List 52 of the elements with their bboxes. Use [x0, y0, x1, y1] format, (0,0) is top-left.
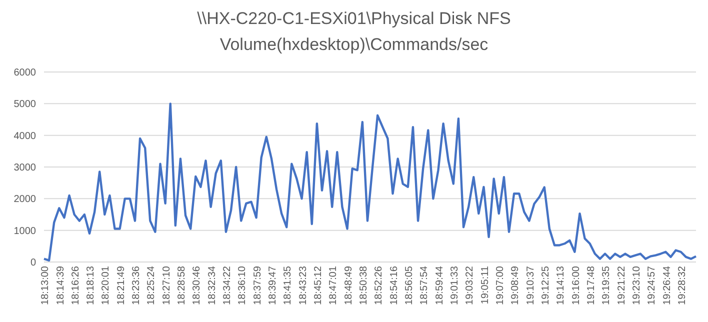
x-tick-label: 18:13:00 [40, 266, 52, 305]
x-tick-label: 19:17:48 [586, 266, 597, 305]
x-tick-label: 18:36:10 [237, 266, 248, 305]
x-tick-label: 19:21:22 [616, 266, 628, 305]
x-tick-label: 19:26:44 [662, 266, 673, 305]
y-tick-label: 6000 [14, 68, 36, 79]
x-tick-label: 19:19:35 [601, 266, 612, 305]
y-tick-label: 1000 [14, 226, 36, 237]
x-tick-label: 18:59:44 [434, 266, 446, 305]
x-tick-label: 18:43:23 [298, 266, 309, 305]
x-tick-label: 18:16:26 [70, 266, 82, 305]
x-tick-label: 18:34:22 [222, 266, 234, 305]
y-tick-label: 0 [30, 258, 36, 269]
x-tick-label: 18:56:05 [404, 266, 416, 305]
x-tick-label: 19:10:37 [525, 266, 536, 305]
x-tick-label: 19:28:32 [676, 266, 688, 305]
x-tick-label: 18:21:49 [116, 266, 127, 305]
x-tick-label: 18:18:13 [86, 266, 97, 305]
x-tick-label: 19:08:49 [510, 266, 522, 305]
x-tick-label: 18:48:49 [343, 266, 354, 305]
x-tick-label: 18:27:10 [161, 266, 172, 305]
x-tick-label: 18:52:26 [374, 266, 385, 305]
x-tick-label: 19:23:10 [631, 266, 642, 305]
x-tick-label: 19:16:00 [570, 266, 582, 305]
x-tick-label: 19:24:57 [646, 266, 658, 305]
chart-title: \\HX-C220-C1-ESXi01\Physical Disk NFS Volume(hxdesktop)\Commands/sec [196, 8, 512, 56]
x-tick-label: 19:01:33 [449, 266, 460, 305]
x-tick-label: 18:32:34 [206, 266, 218, 305]
x-tick-label: 18:54:16 [388, 266, 400, 305]
x-tick-label: 18:25:24 [146, 266, 158, 305]
x-tick-label: 18:23:36 [131, 266, 142, 305]
line-series [42, 102, 698, 262]
x-tick-label: 18:47:01 [328, 266, 340, 305]
x-tick-label: 19:05:11 [480, 266, 491, 304]
y-tick-label: 5000 [14, 99, 36, 110]
x-tick-label: 18:45:12 [313, 266, 324, 305]
x-tick-label: 18:20:01 [100, 266, 112, 305]
x-tick-label: 18:30:46 [192, 266, 203, 305]
x-tick-label: 18:41:35 [282, 266, 294, 305]
y-tick-label: 3000 [14, 162, 36, 174]
x-tick-label: 18:28:58 [176, 266, 188, 305]
x-tick-label: 18:39:47 [268, 266, 279, 305]
x-tick-label: 18:57:54 [419, 266, 430, 305]
x-tick-label: 19:12:25 [540, 266, 552, 305]
x-tick-label: 18:50:38 [358, 266, 370, 305]
y-tick-label: 4000 [14, 130, 36, 142]
y-tick-label: 2000 [14, 194, 36, 206]
x-tick-label: 19:03:22 [464, 266, 476, 305]
x-tick-label: 19:14:13 [556, 266, 567, 305]
x-tick-label: 18:37:59 [252, 266, 264, 305]
x-tick-label: 18:14:39 [55, 266, 66, 305]
x-tick-label: 19:07:00 [494, 266, 506, 305]
